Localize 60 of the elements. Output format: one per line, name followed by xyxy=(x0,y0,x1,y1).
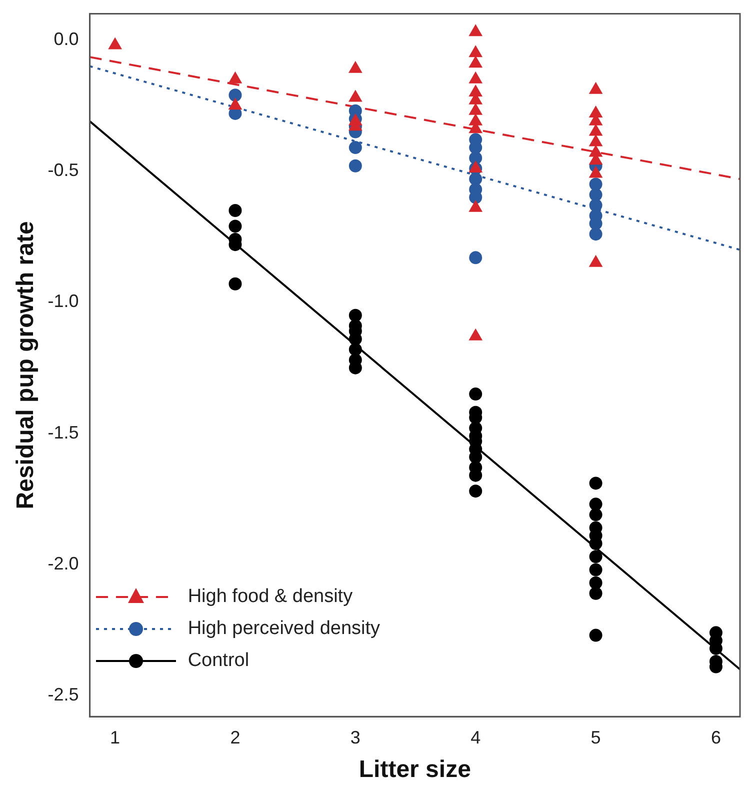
point xyxy=(348,308,362,322)
point xyxy=(348,61,362,73)
point xyxy=(589,188,602,202)
point xyxy=(469,56,482,68)
y-tick-label: -2.0 xyxy=(48,553,79,574)
point xyxy=(469,161,482,173)
point xyxy=(589,476,602,490)
point xyxy=(228,72,242,84)
x-tick-label: 1 xyxy=(110,727,120,748)
point xyxy=(589,550,602,564)
point xyxy=(228,98,242,110)
x-axis-title: Litter size xyxy=(358,756,471,784)
point xyxy=(589,576,602,590)
y-tick-label: -2.5 xyxy=(48,684,79,705)
legend-label: High perceived density xyxy=(188,618,380,640)
x-tick-label: 2 xyxy=(230,727,240,748)
point xyxy=(469,251,482,264)
point xyxy=(469,24,482,36)
point xyxy=(348,141,362,154)
point xyxy=(589,563,602,576)
point xyxy=(228,220,242,233)
point xyxy=(469,328,482,340)
point xyxy=(469,200,482,212)
point xyxy=(469,484,482,498)
point xyxy=(589,228,602,241)
point xyxy=(469,152,482,165)
x-tick-label: 6 xyxy=(710,727,721,748)
point xyxy=(589,198,602,212)
point xyxy=(108,38,122,50)
point xyxy=(589,586,602,600)
point xyxy=(228,277,242,290)
y-axis-title: Residual pup growth rate xyxy=(12,221,40,510)
point xyxy=(228,88,242,102)
y-tick-label: -0.5 xyxy=(48,160,79,180)
point xyxy=(589,82,602,94)
point xyxy=(348,90,362,102)
point xyxy=(589,124,602,136)
point xyxy=(469,103,482,115)
point xyxy=(589,134,602,146)
point xyxy=(469,172,482,186)
point xyxy=(589,166,602,178)
legend-label: High food & density xyxy=(188,586,353,608)
point xyxy=(469,72,482,84)
point xyxy=(589,628,602,642)
y-tick-label: -1.0 xyxy=(48,291,79,312)
point xyxy=(469,388,482,401)
point xyxy=(589,508,602,522)
y-tick-label: -1.5 xyxy=(48,422,79,442)
y-tick-label: 0.0 xyxy=(54,28,79,49)
x-tick-label: 3 xyxy=(350,727,360,748)
point xyxy=(228,204,242,217)
x-tick-label: 5 xyxy=(590,727,601,748)
point xyxy=(348,159,362,172)
point xyxy=(589,498,602,511)
point xyxy=(589,178,602,191)
point xyxy=(469,46,482,58)
x-tick-label: 4 xyxy=(470,727,481,748)
point xyxy=(589,255,602,267)
point xyxy=(348,342,362,356)
legend-label: Control xyxy=(188,650,250,672)
